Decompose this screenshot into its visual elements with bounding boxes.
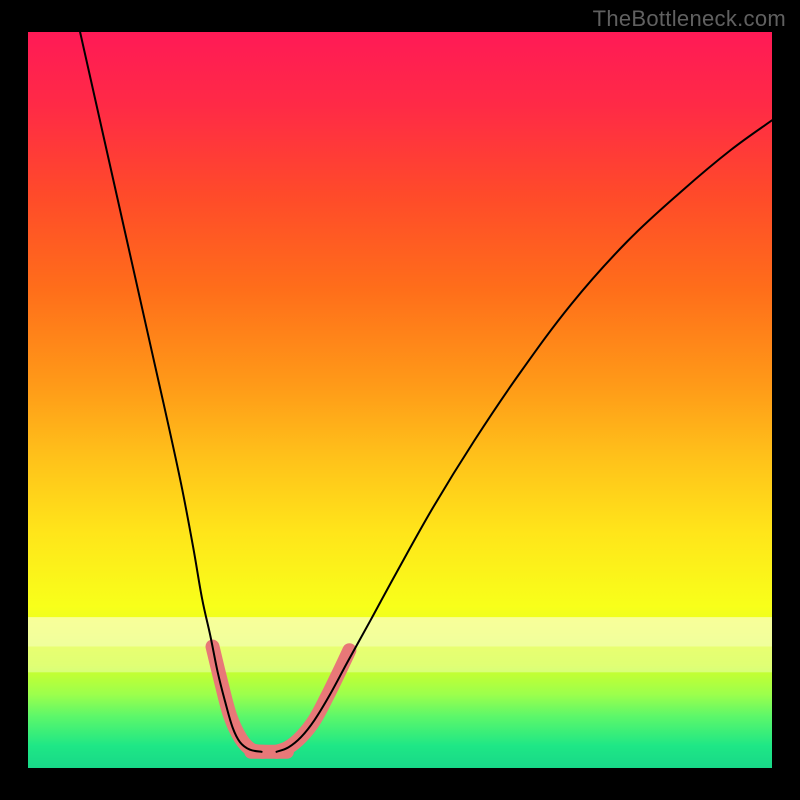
highlight-band-1: [28, 647, 772, 673]
watermark-text: TheBottleneck.com: [593, 6, 786, 32]
highlight-band-0: [28, 617, 772, 646]
chart-svg: [0, 0, 800, 800]
chart-container: TheBottleneck.com: [0, 0, 800, 800]
